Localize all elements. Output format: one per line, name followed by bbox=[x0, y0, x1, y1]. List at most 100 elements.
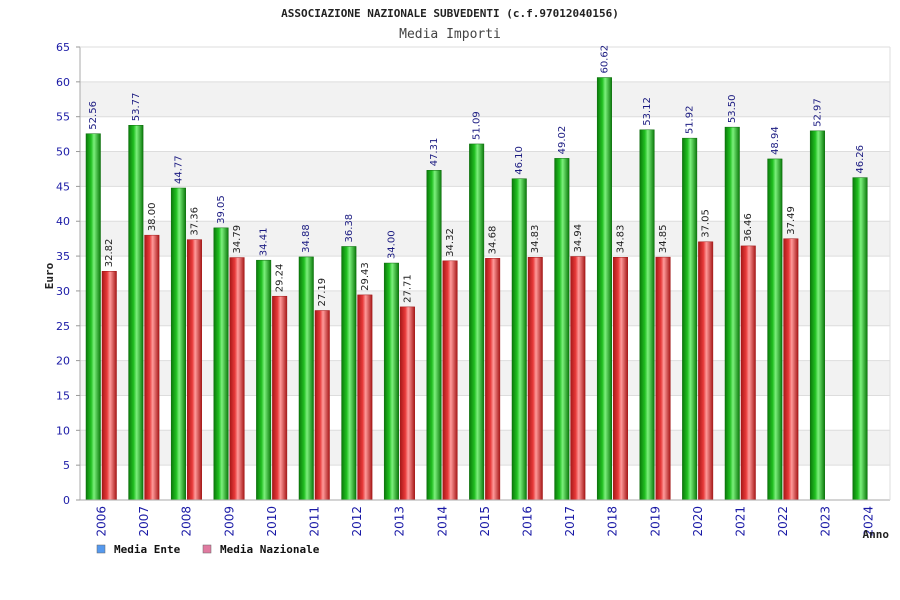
bar-media-ente bbox=[511, 178, 527, 501]
bar-media-ente bbox=[128, 125, 144, 501]
data-label: 37.05 bbox=[701, 209, 712, 238]
x-tick-label: 2011 bbox=[308, 506, 322, 537]
data-label: 60.62 bbox=[599, 45, 610, 74]
y-tick-label: 60 bbox=[56, 76, 70, 89]
bar-media-nazionale bbox=[101, 271, 117, 501]
y-tick-label: 65 bbox=[56, 41, 70, 54]
x-tick-label: 2008 bbox=[180, 506, 194, 537]
x-tick-label: 2023 bbox=[819, 506, 833, 537]
data-label: 34.41 bbox=[259, 228, 270, 257]
bar-media-ente bbox=[426, 170, 442, 501]
x-tick-label: 2024 bbox=[861, 506, 875, 537]
bar-media-ente bbox=[298, 256, 314, 501]
x-tick-label: 2006 bbox=[95, 506, 109, 537]
bar-media-ente bbox=[341, 246, 357, 501]
data-label: 37.36 bbox=[189, 207, 200, 236]
x-tick-label: 2010 bbox=[265, 506, 279, 537]
bar-media-nazionale bbox=[186, 239, 202, 501]
y-tick-label: 35 bbox=[56, 250, 70, 263]
data-label: 47.31 bbox=[429, 138, 440, 167]
chart-title: ASSOCIAZIONE NAZIONALE SUBVEDENTI (c.f.9… bbox=[281, 7, 619, 20]
bar-media-ente bbox=[85, 133, 101, 501]
data-label: 34.88 bbox=[301, 224, 312, 253]
data-label: 52.56 bbox=[88, 101, 99, 130]
data-label: 53.77 bbox=[131, 93, 142, 122]
bar-media-ente bbox=[809, 130, 825, 501]
bar-media-nazionale bbox=[442, 260, 458, 501]
bar-media-ente bbox=[256, 259, 272, 501]
y-tick-label: 20 bbox=[56, 355, 70, 368]
data-label: 34.85 bbox=[658, 224, 669, 253]
data-label: 34.79 bbox=[232, 225, 243, 254]
data-label: 51.92 bbox=[685, 106, 696, 135]
y-tick-label: 40 bbox=[56, 215, 70, 228]
x-tick-label: 2015 bbox=[478, 506, 492, 537]
data-label: 34.32 bbox=[445, 228, 456, 257]
x-tick-label: 2007 bbox=[137, 506, 151, 537]
data-label: 36.46 bbox=[743, 213, 754, 242]
grid-band bbox=[80, 151, 890, 187]
y-ticks: 0 5 10 15 20 25 30 35 40 45 50 55 60 65 bbox=[56, 41, 80, 507]
x-tick-label: 2017 bbox=[563, 506, 577, 537]
x-tick-label: 2016 bbox=[521, 506, 535, 537]
grid-band bbox=[80, 81, 890, 117]
bar-media-ente bbox=[383, 262, 399, 501]
data-label: 49.02 bbox=[557, 126, 568, 155]
data-label: 34.68 bbox=[488, 226, 499, 255]
x-tick-label: 2012 bbox=[350, 506, 364, 537]
bar-media-nazionale bbox=[314, 310, 330, 501]
y-axis-label: Euro bbox=[43, 262, 56, 289]
data-label: 46.26 bbox=[855, 145, 866, 174]
data-label: 38.00 bbox=[147, 203, 158, 232]
bar-media-nazionale bbox=[144, 234, 160, 501]
legend-swatch-media-nazionale bbox=[202, 544, 212, 554]
x-tick-label: 2022 bbox=[776, 506, 790, 537]
bar-media-nazionale bbox=[570, 256, 586, 501]
x-tick-label: 2020 bbox=[691, 506, 705, 537]
legend: Media Ente Media Nazionale bbox=[96, 543, 320, 556]
bar-media-nazionale bbox=[612, 257, 628, 501]
y-tick-label: 25 bbox=[56, 320, 70, 333]
bar-media-ente bbox=[852, 177, 868, 501]
x-tick-label: 2014 bbox=[435, 506, 449, 537]
bar-media-nazionale bbox=[740, 245, 756, 501]
bars bbox=[85, 77, 868, 501]
legend-swatch-media-ente bbox=[96, 544, 106, 554]
bar-media-nazionale bbox=[229, 257, 245, 501]
data-label: 51.09 bbox=[472, 111, 483, 140]
data-label: 34.83 bbox=[615, 225, 626, 254]
x-tick-label: 2009 bbox=[222, 506, 236, 537]
data-label: 46.10 bbox=[514, 146, 525, 175]
bar-media-ente bbox=[639, 129, 655, 501]
y-tick-label: 30 bbox=[56, 285, 70, 298]
data-label: 29.24 bbox=[275, 264, 286, 293]
y-tick-label: 5 bbox=[63, 459, 70, 472]
bar-media-ente bbox=[554, 158, 570, 501]
bar-media-nazionale bbox=[399, 306, 415, 501]
data-label: 29.43 bbox=[360, 262, 371, 291]
data-labels: 52.56 32.82 53.77 38.00 44.77 37.36 39.05 34.79… bbox=[88, 45, 866, 307]
y-tick-label: 15 bbox=[56, 389, 70, 402]
data-label: 52.97 bbox=[812, 98, 823, 127]
x-tick-label: 2013 bbox=[393, 506, 407, 537]
data-label: 32.82 bbox=[104, 239, 115, 268]
bar-media-nazionale bbox=[698, 241, 714, 501]
data-label: 27.19 bbox=[317, 278, 328, 307]
bar-media-ente bbox=[213, 227, 229, 501]
axes bbox=[79, 46, 891, 501]
y-tick-label: 55 bbox=[56, 111, 70, 124]
y-tick-label: 50 bbox=[56, 146, 70, 159]
x-ticks: 2006 2007 2008 2009 2010 2011 2012 2013 2014 2015… bbox=[95, 506, 876, 537]
data-label: 53.12 bbox=[642, 97, 653, 126]
x-tick-label: 2021 bbox=[734, 506, 748, 537]
x-tick-label: 2018 bbox=[606, 506, 620, 537]
data-label: 44.77 bbox=[173, 155, 184, 184]
y-tick-label: 10 bbox=[56, 424, 70, 437]
data-label: 36.38 bbox=[344, 214, 355, 243]
data-label: 53.50 bbox=[727, 95, 738, 124]
y-tick-label: 0 bbox=[63, 494, 70, 507]
bar-media-nazionale bbox=[357, 294, 373, 501]
bar-media-nazionale bbox=[527, 257, 543, 501]
bar-media-nazionale bbox=[783, 238, 799, 501]
